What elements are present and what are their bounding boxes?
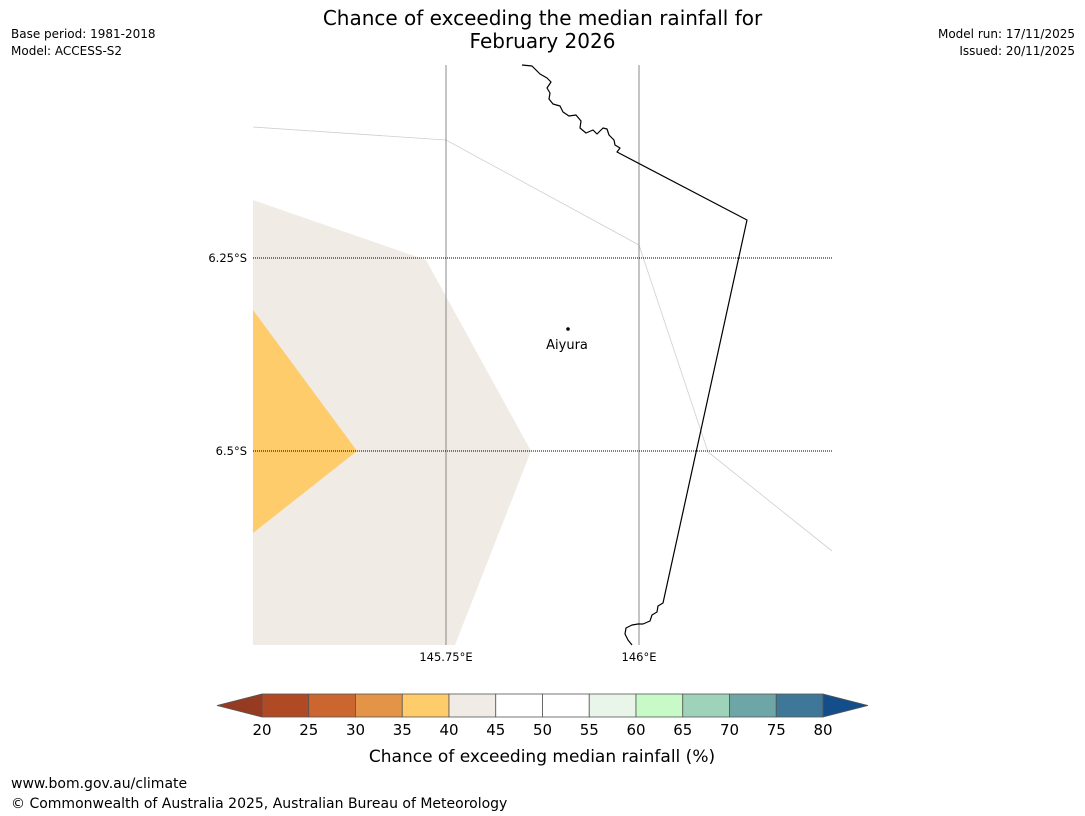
colorbar-under-arrow xyxy=(216,693,263,718)
colorbar: 20 25 30 35 40 45 50 55 60 65 70 75 80 xyxy=(216,693,869,739)
colorbar-band-30-35 xyxy=(355,693,403,718)
lon-label-146: 146°E xyxy=(622,650,657,664)
town-label: Aiyura xyxy=(546,338,588,353)
footer: www.bom.gov.au/climate © Commonwealth of… xyxy=(11,774,507,814)
colorbar-tick-55: 55 xyxy=(580,721,599,739)
colorbar-tick-50: 50 xyxy=(533,721,552,739)
lat-label-6-5: 6.5°S xyxy=(216,444,247,458)
shading-35-40 xyxy=(253,310,357,533)
colorbar-over-arrow xyxy=(822,693,869,718)
colorbar-band-45-50 xyxy=(495,693,543,718)
lat-label-6-25: 6.25°S xyxy=(208,251,247,265)
colorbar-band-55-60 xyxy=(588,693,637,718)
colorbar-tick-70: 70 xyxy=(720,721,739,739)
colorbar-band-60-65 xyxy=(635,693,684,718)
colorbar-tick-80: 80 xyxy=(813,721,832,739)
colorbar-tick-25: 25 xyxy=(299,721,318,739)
colorbar-tick-65: 65 xyxy=(673,721,692,739)
colorbar-band-25-30 xyxy=(308,693,356,718)
footer-url: www.bom.gov.au/climate xyxy=(11,776,188,792)
footer-copyright: © Commonwealth of Australia 2025, Austra… xyxy=(11,796,508,812)
colorbar-tick-40: 40 xyxy=(439,721,458,739)
colorbar-band-50-55 xyxy=(542,693,590,718)
shading-40-45 xyxy=(253,200,531,645)
colorbar-band-70-75 xyxy=(729,693,777,718)
colorbar-band-40-45 xyxy=(448,693,497,718)
title-line-1: Chance of exceeding the median rainfall … xyxy=(322,6,763,30)
colorbar-band-35-40 xyxy=(401,693,450,718)
issue-info: Model run: 17/11/2025 Issued: 20/11/2025 xyxy=(938,26,1075,60)
colorbar-tick-30: 30 xyxy=(346,721,365,739)
title-line-2: February 2026 xyxy=(469,29,616,53)
model-text: Model: ACCESS-S2 xyxy=(11,44,123,58)
lon-label-145-75: 145.75°E xyxy=(419,650,472,664)
issued-text: Issued: 20/11/2025 xyxy=(959,44,1075,58)
colorbar-tick-35: 35 xyxy=(393,721,412,739)
colorbar-band-65-70 xyxy=(682,693,730,718)
colorbar-band-20-25 xyxy=(261,693,310,718)
colorbar-tick-45: 45 xyxy=(486,721,505,739)
colorbar-tick-60: 60 xyxy=(626,721,645,739)
colorbar-tick-75: 75 xyxy=(767,721,786,739)
colorbar-label: Chance of exceeding median rainfall (%) xyxy=(369,747,715,767)
town-marker xyxy=(566,327,570,331)
model-info: Base period: 1981-2018 Model: ACCESS-S2 xyxy=(11,26,156,60)
coastline xyxy=(521,64,748,646)
model-run-text: Model run: 17/11/2025 xyxy=(937,27,1075,41)
colorbar-band-75-80 xyxy=(775,693,824,718)
base-period-text: Base period: 1981-2018 xyxy=(11,27,156,41)
page-title: Chance of exceeding the median rainfall … xyxy=(0,7,1085,53)
colorbar-tick-20: 20 xyxy=(252,721,271,739)
